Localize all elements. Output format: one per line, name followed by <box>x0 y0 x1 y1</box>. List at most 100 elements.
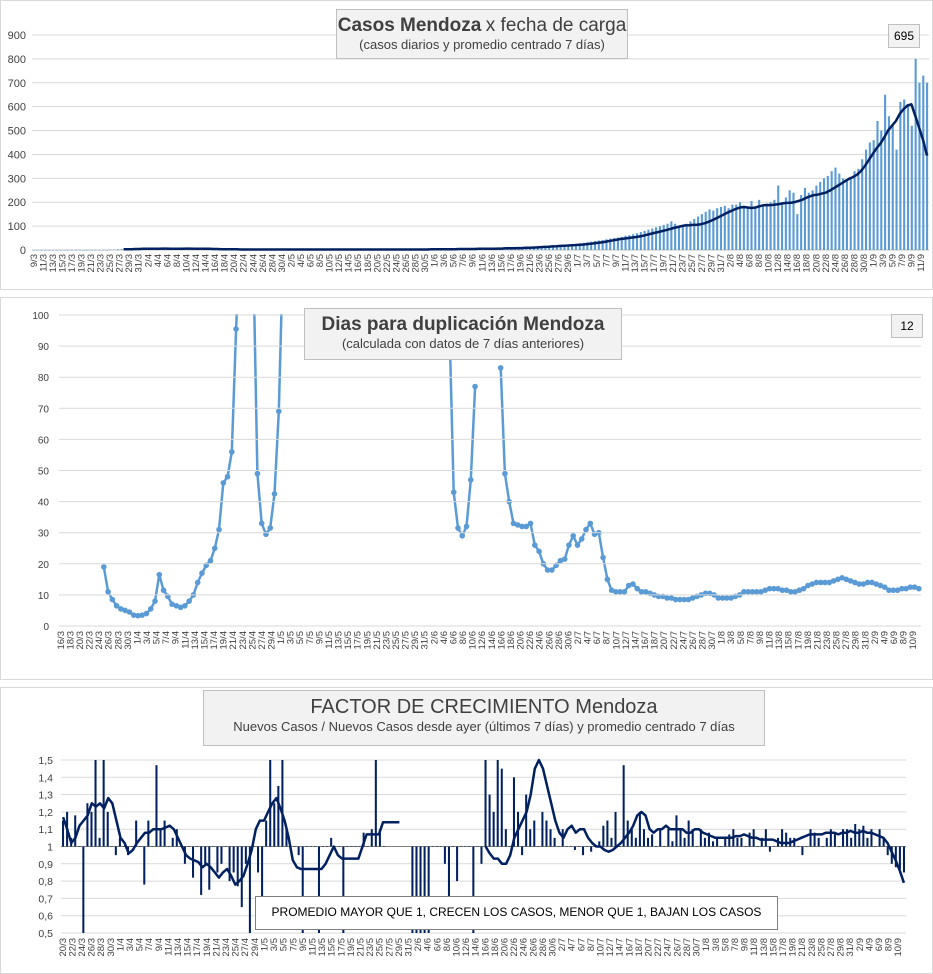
factor-bar <box>882 837 885 847</box>
casos-xtick: 17/3 <box>67 254 78 273</box>
factor-bar <box>598 841 601 847</box>
dup-point <box>916 585 922 592</box>
casos-bar <box>51 250 55 251</box>
dup-xtick: 27/5 <box>401 631 412 650</box>
factor-bar <box>837 846 840 847</box>
casos-bar <box>574 244 577 250</box>
dup-xtick: 27/4 <box>257 631 268 650</box>
dup-point <box>101 564 107 570</box>
casos-bar <box>838 173 841 250</box>
casos-xtick: 14/5 <box>344 254 355 273</box>
casos-bar <box>807 192 810 250</box>
casos-bar <box>765 203 768 250</box>
factor-bar <box>634 837 637 847</box>
factor-bar <box>801 846 804 856</box>
factor-xtick: 25/5 <box>375 938 386 957</box>
dup-xtick: 8/7 <box>602 631 613 644</box>
factor-ytick: 1 <box>47 842 53 854</box>
casos-bar <box>742 205 745 250</box>
casos-bar <box>120 249 123 250</box>
factor-xtick: 18/7 <box>634 938 645 957</box>
dup-xtick: 9/4 <box>171 631 182 644</box>
factor-bar <box>232 846 235 873</box>
dup-xtick: 4/6 <box>439 631 450 644</box>
casos-bar <box>906 104 910 251</box>
casos-xtick: 11/3 <box>38 254 49 272</box>
factor-bar <box>269 760 272 847</box>
dup-xtick: 20/7 <box>659 631 670 650</box>
factor-xtick: 26/6 <box>528 938 539 957</box>
factor-xtick: 8/6 <box>442 938 453 951</box>
factor-bar <box>435 846 438 847</box>
casos-bar <box>723 205 726 250</box>
dup-xtick: 11/8 <box>765 631 776 649</box>
factor-bar <box>297 846 300 856</box>
dup-point <box>113 602 120 609</box>
dup-xtick: 20/3 <box>75 631 86 650</box>
casos-bar <box>624 235 627 250</box>
casos-xtick: 13/7 <box>630 254 641 273</box>
casos-bar <box>105 250 108 251</box>
casos-bar <box>613 238 616 250</box>
factor-xtick: 4/9 <box>864 938 875 951</box>
factor-bar <box>228 846 231 882</box>
factor-xtick: 1/4 <box>115 938 126 951</box>
dup-xtick: 23/5 <box>381 631 392 650</box>
casos-ytick: 400 <box>8 149 26 161</box>
factor-xtick: 15/8 <box>768 938 779 957</box>
factor-bar <box>439 846 442 847</box>
factor-bar <box>508 846 511 847</box>
casos-bar <box>884 94 887 250</box>
dup-point <box>779 587 786 594</box>
factor-bar <box>167 846 170 847</box>
dup-point <box>570 533 577 539</box>
dup-xtick: 19/4 <box>219 631 230 650</box>
casos-xtick: 5/7 <box>592 254 603 267</box>
factor-xtick: 15/4 <box>183 938 194 957</box>
factor-xtick: 3/4 <box>125 938 136 951</box>
chart-casos-title-rest: x fecha de carga <box>485 15 627 36</box>
casos-xtick: 20/5 <box>372 254 383 273</box>
dup-ytick: 50 <box>38 467 50 478</box>
factor-xtick: 19/8 <box>788 938 799 957</box>
factor-ytick: 0,9 <box>38 859 53 871</box>
dup-xtick: 16/3 <box>56 631 67 650</box>
factor-bar <box>338 846 341 847</box>
dup-xtick: 9/8 <box>755 631 766 644</box>
casos-xtick: 28/4 <box>267 254 278 273</box>
dup-point <box>267 525 274 531</box>
casos-bar <box>735 204 738 250</box>
dup-xtick: 14/7 <box>630 631 641 650</box>
factor-bar <box>187 846 190 847</box>
casos-bar <box>834 167 837 250</box>
factor-xtick: 14/7 <box>615 938 626 957</box>
chart-duplicacion-panel: 0 10 20 30 40 50 60 70 80 90 100 16/3 18/3 20/3 22/3 24… <box>0 297 933 680</box>
dup-point <box>826 579 833 586</box>
casos-xtick: 15/3 <box>57 254 68 273</box>
factor-bar <box>610 837 613 847</box>
casos-xtick: 1/9 <box>869 254 880 267</box>
casos-xtick: 14/4 <box>201 254 212 273</box>
dup-point <box>574 542 581 548</box>
chart-factor-title: FACTOR DE CRECIMIENTO Mendoza Nuevos Cas… <box>203 690 765 746</box>
dup-xtick: 23/8 <box>822 631 833 650</box>
factor-bar <box>703 837 706 847</box>
dup-point <box>523 523 530 530</box>
casos-bar <box>811 190 814 250</box>
casos-bar <box>800 195 803 250</box>
factor-bar <box>529 829 532 847</box>
factor-bar <box>244 846 247 864</box>
casos-xtick: 11/7 <box>620 254 631 272</box>
factor-xtick: 16/6 <box>480 938 491 957</box>
dup-xtick: 25/4 <box>247 631 258 650</box>
dup-point <box>275 408 282 415</box>
dup-point <box>788 588 794 595</box>
dup-xtick: 26/7 <box>688 631 699 650</box>
factor-bar <box>114 846 117 856</box>
casos-xtick: 11/9 <box>916 254 927 272</box>
factor-bar <box>817 837 820 847</box>
dup-xtick: 12/7 <box>621 631 632 650</box>
casos-bar <box>868 142 871 250</box>
factor-xtick: 7/5 <box>288 938 299 951</box>
dup-xtick: 23/4 <box>238 631 249 650</box>
